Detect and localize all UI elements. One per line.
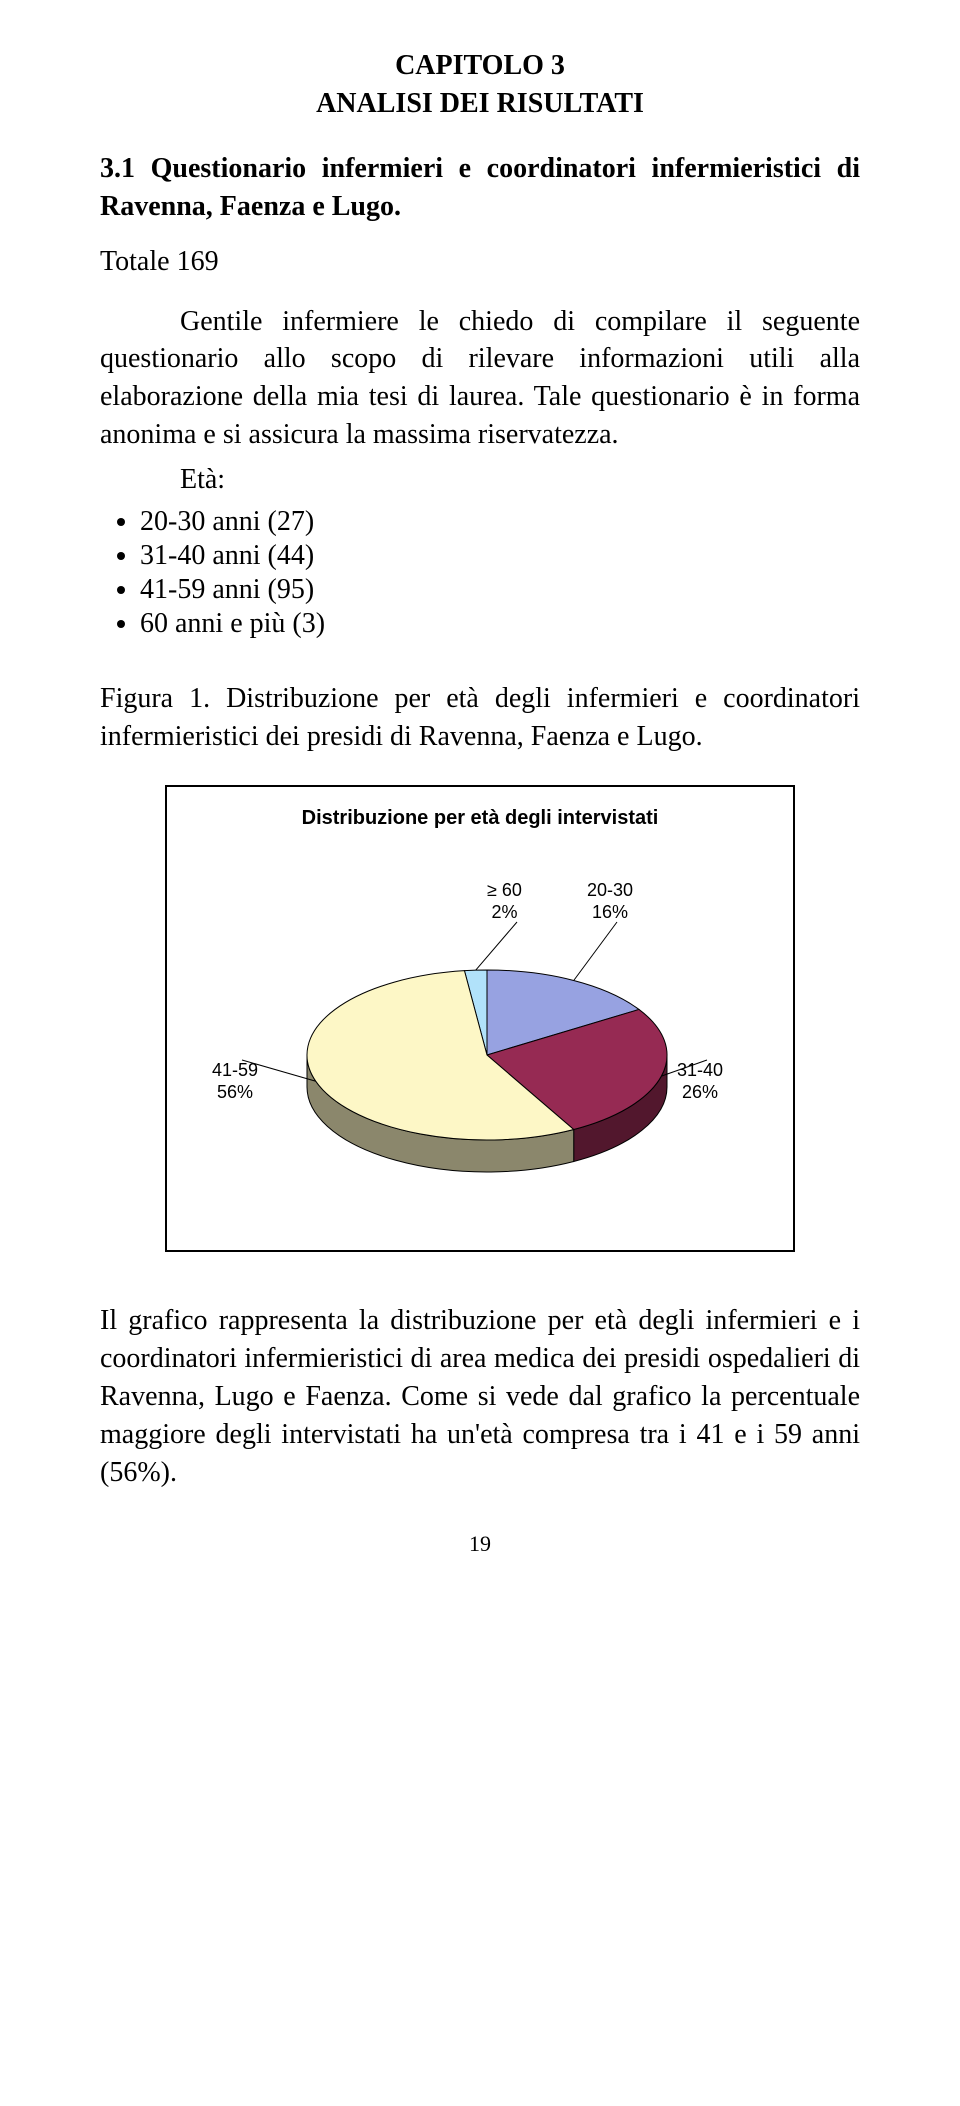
- chart-title: Distribuzione per età degli intervistati: [187, 807, 773, 830]
- list-item: 41-59 anni (95): [140, 574, 860, 606]
- total-line: Totale 169: [100, 246, 860, 278]
- age-list: 20-30 anni (27) 31-40 anni (44) 41-59 an…: [140, 506, 860, 640]
- intro-paragraph: Gentile infermiere le chiedo di compilar…: [100, 303, 860, 454]
- page-number: 19: [100, 1531, 860, 1557]
- list-item: 60 anni e più (3): [140, 608, 860, 640]
- chart-slice-label: 31-4026%: [677, 1060, 723, 1103]
- intro-paragraph-text: Gentile infermiere le chiedo di compilar…: [100, 306, 860, 450]
- chart-slice-label: ≥ 602%: [487, 880, 522, 923]
- chart-container: Distribuzione per età degli intervistati…: [165, 785, 795, 1252]
- chart-slice-label: 41-5956%: [212, 1060, 258, 1103]
- closing-paragraph: Il grafico rappresenta la distribuzione …: [100, 1302, 860, 1491]
- eta-label: Età:: [180, 464, 860, 496]
- chapter-title: CAPITOLO 3: [100, 50, 860, 82]
- chapter-subtitle: ANALISI DEI RISULTATI: [100, 88, 860, 120]
- list-item: 20-30 anni (27): [140, 506, 860, 538]
- figure-caption: Figura 1. Distribuzione per età degli in…: [100, 680, 860, 756]
- section-heading: 3.1 Questionario infermieri e coordinato…: [100, 150, 860, 226]
- chart-area: ≥ 602% 20-3016% 31-4026% 41-5956%: [187, 880, 773, 1220]
- chart-slice-label: 20-3016%: [587, 880, 633, 923]
- pie-chart: [187, 880, 777, 1210]
- list-item: 31-40 anni (44): [140, 540, 860, 572]
